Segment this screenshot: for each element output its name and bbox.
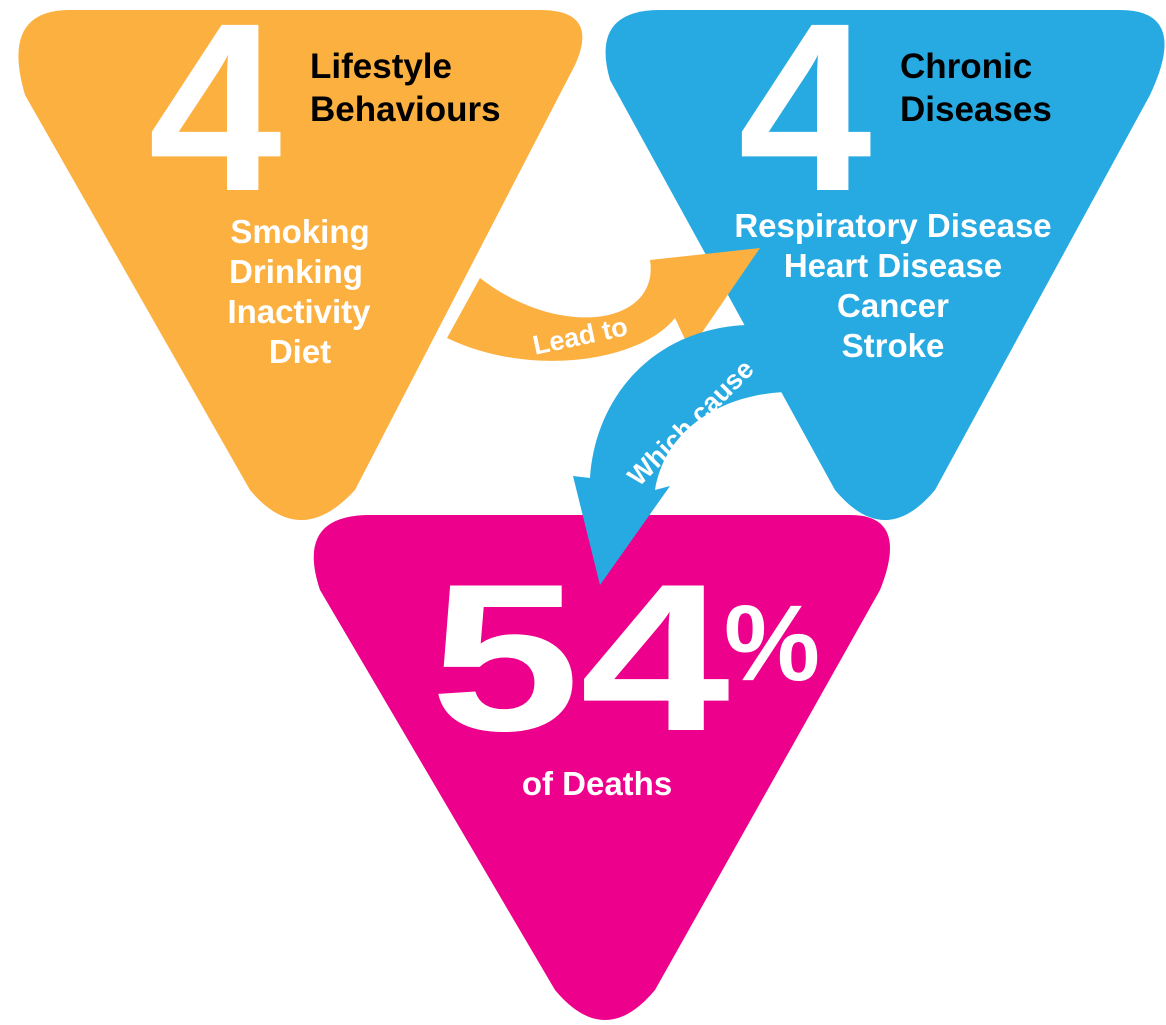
- lifestyle-title-line2: Behaviours: [310, 90, 501, 129]
- lifestyle-triangle: [18, 10, 583, 520]
- deaths-triangle: [313, 515, 890, 1020]
- chronic-number: 4: [738, 0, 871, 241]
- chronic-triangle: [605, 10, 1165, 520]
- lifestyle-title-line1: Lifestyle: [310, 47, 452, 86]
- which-cause-arrow: [573, 325, 785, 585]
- deaths-number: 54: [430, 540, 730, 775]
- lifestyle-item-drinking: Drinking: [229, 253, 363, 290]
- lifestyle-item-inactivity: Inactivity: [227, 293, 371, 330]
- lifestyle-item-smoking: Smoking: [230, 213, 369, 250]
- chronic-item-stroke: Stroke: [842, 327, 945, 364]
- chronic-item-cancer: Cancer: [837, 287, 949, 324]
- deaths-caption: of Deaths: [522, 765, 672, 802]
- lifestyle-item-diet: Diet: [269, 333, 331, 370]
- chronic-title-line1: Chronic: [900, 47, 1032, 86]
- chronic-title-line2: Diseases: [900, 90, 1052, 129]
- chronic-item-heart: Heart Disease: [784, 247, 1002, 284]
- lifestyle-number: 4: [148, 0, 281, 241]
- chronic-item-respiratory: Respiratory Disease: [734, 207, 1051, 244]
- lead-to-arrow: [447, 248, 760, 361]
- deaths-percent-sign: %: [724, 582, 820, 703]
